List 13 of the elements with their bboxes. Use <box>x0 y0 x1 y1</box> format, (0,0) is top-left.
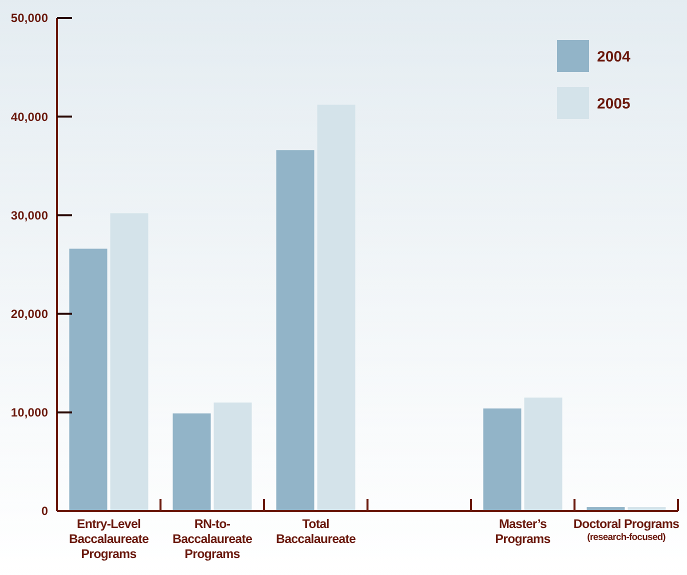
legend-label: 2005 <box>597 95 630 112</box>
y-tick-label: 30,000 <box>10 208 48 222</box>
x-tick-label: Entry-Level Baccalaureate Programs <box>68 517 149 561</box>
x-tick-label: Master’s Programs <box>495 517 551 546</box>
y-tick-label: 40,000 <box>10 110 48 124</box>
x-tick-label: Doctoral Programs (research-focused) <box>573 517 680 543</box>
legend-label: 2004 <box>597 48 632 66</box>
x-tick-label: Total Baccalaureate <box>276 517 356 546</box>
y-tick-label: 0 <box>41 504 48 518</box>
y-tick-label: 20,000 <box>10 307 48 321</box>
x-tick-label: RN-to- Baccalaureate Programs <box>172 517 252 561</box>
y-tick-label: 10,000 <box>10 406 48 420</box>
y-tick-label: 50,000 <box>10 11 48 26</box>
